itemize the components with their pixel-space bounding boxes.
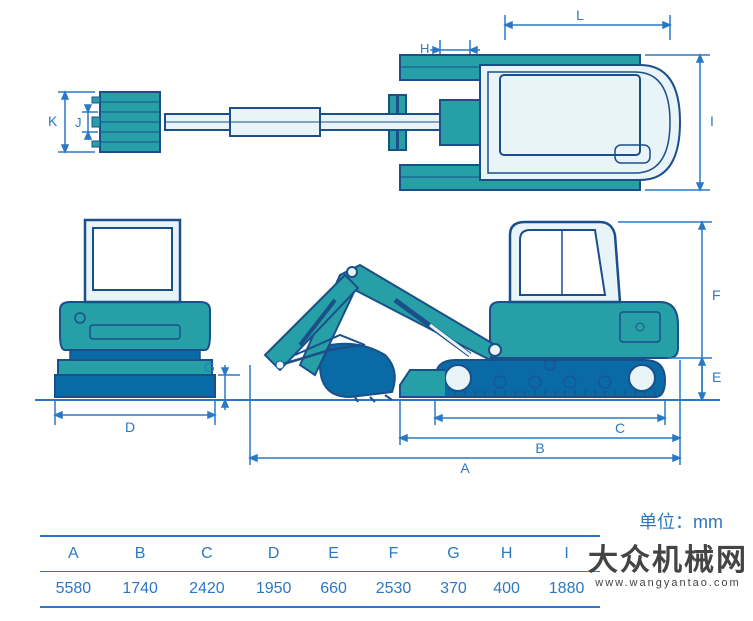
- col-header: A: [40, 536, 107, 572]
- cell: 660: [307, 572, 360, 608]
- table-header-row: A B C D E F G H I: [40, 536, 600, 572]
- col-header: G: [427, 536, 480, 572]
- side-view-drawing: D G: [0, 200, 753, 500]
- cell: 2530: [360, 572, 427, 608]
- side-excavator: [265, 222, 678, 402]
- side-upper-body: [490, 302, 678, 358]
- col-header: E: [307, 536, 360, 572]
- unit-label: 单位：mm: [639, 508, 723, 534]
- cell: 1950: [240, 572, 307, 608]
- table-value-row: 5580 1740 2420 1950 660 2530 370 400 188…: [40, 572, 600, 608]
- dim-L-label: L: [576, 7, 584, 23]
- cell: 400: [480, 572, 533, 608]
- watermark-title: 大众机械网: [588, 535, 748, 579]
- dim-B-label: B: [535, 440, 544, 456]
- dimensions-table: A B C D E F G H I 5580 1740 2420 1950 66…: [40, 535, 600, 608]
- dim-C: [435, 400, 665, 425]
- cell: 1740: [107, 572, 174, 608]
- rear-view: [55, 220, 215, 397]
- dim-K-label: K: [48, 113, 58, 129]
- side-tracks: [435, 360, 665, 397]
- top-view-drawing: L H: [0, 0, 753, 200]
- dim-F-label: F: [712, 287, 721, 303]
- watermark-url: www.wangyantao.com: [588, 577, 748, 589]
- top-bucket: [92, 92, 160, 152]
- col-header: B: [107, 536, 174, 572]
- col-header: D: [240, 536, 307, 572]
- dim-I-label: I: [710, 113, 714, 129]
- dim-A-label: A: [460, 460, 470, 476]
- cell: 370: [427, 572, 480, 608]
- col-header: C: [174, 536, 241, 572]
- dim-D-label: D: [125, 419, 135, 435]
- side-cab: [510, 222, 620, 302]
- dim-G: [218, 365, 240, 410]
- cell: 5580: [40, 572, 107, 608]
- cell: 2420: [174, 572, 241, 608]
- dim-G-label: G: [204, 359, 215, 375]
- watermark: 大众机械网 www.wangyantao.com: [588, 535, 748, 589]
- dim-J-label: J: [75, 115, 82, 130]
- col-header: F: [360, 536, 427, 572]
- dim-E-label: E: [712, 369, 721, 385]
- dim-H-label: H: [420, 41, 429, 56]
- dozer-blade: [400, 370, 445, 397]
- col-header: H: [480, 536, 533, 572]
- dim-L: [505, 15, 670, 40]
- dim-C-label: C: [615, 420, 625, 436]
